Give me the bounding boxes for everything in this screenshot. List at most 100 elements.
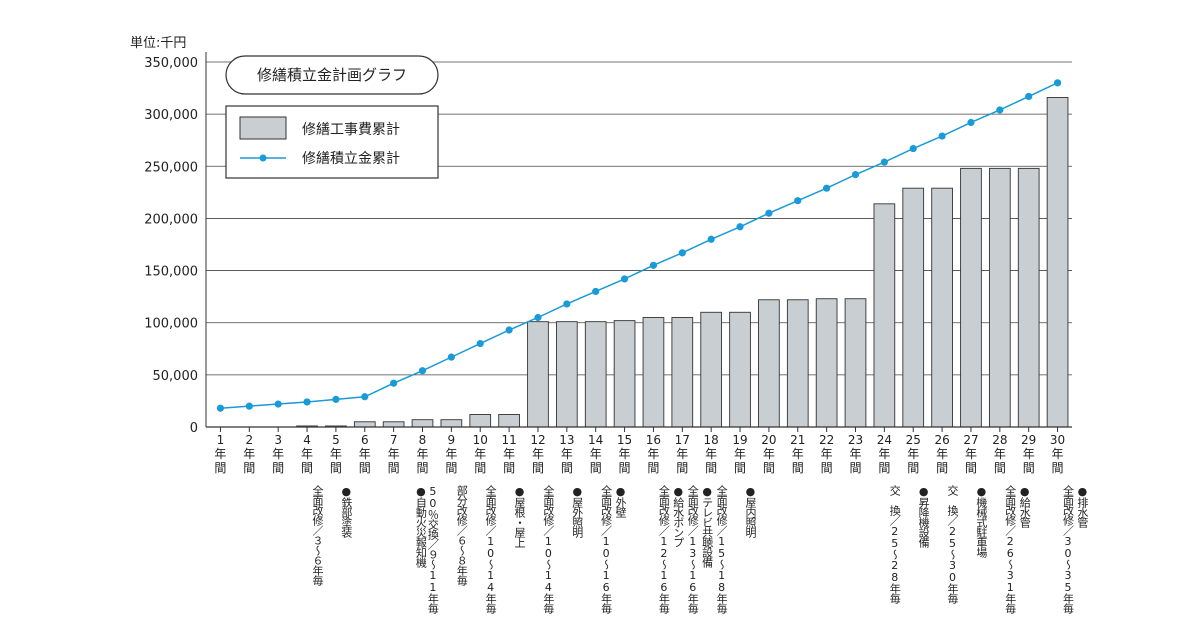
- note-layer: 全面改修／３～６年毎 ●鉄部塗装 50％交換／９～11年毎●自動火災報知機 部分改修／…: [311, 484, 1089, 615]
- legend: 修繕工事費累計 修繕積立金累計: [225, 105, 439, 179]
- bar: [988, 167, 1011, 428]
- x-tick-label: 3 年間: [272, 433, 284, 475]
- bar: [758, 299, 780, 428]
- maintenance-note: ●屋外照明: [571, 485, 584, 539]
- maintenance-note: ●給水ポンプ: [672, 485, 685, 548]
- series-point: [534, 313, 542, 322]
- series-point: [880, 158, 888, 166]
- maintenance-note: ●昇降機設備: [917, 485, 930, 549]
- x-tick-label: 17 年間: [675, 433, 690, 475]
- maintenance-note: 全面改修／10～14年毎: [484, 484, 497, 615]
- series-point: [332, 395, 340, 403]
- bar: [815, 298, 838, 428]
- maintenance-note: 全面改修／30～35年毎: [1062, 484, 1075, 615]
- maintenance-note: 50％交換／９～11年毎: [426, 485, 439, 615]
- maintenance-note: 部分改修／６～８年毎: [455, 484, 468, 587]
- series-point: [274, 400, 282, 408]
- maintenance-note: ●自動火災報知機: [414, 485, 427, 569]
- bar: [902, 187, 925, 428]
- series-point: [447, 353, 455, 361]
- x-tick-label: 24 年間: [877, 433, 892, 475]
- bar: [931, 187, 953, 428]
- maintenance-note: ●排水管: [1076, 485, 1089, 529]
- y-tick-label: 50,000: [153, 369, 199, 384]
- series-point: [620, 275, 629, 283]
- maintenance-note: 全面改修／13～16年毎: [686, 484, 699, 615]
- series-point: [563, 300, 571, 308]
- series-point: [794, 197, 802, 205]
- x-tick-label: 12 年間: [530, 433, 545, 475]
- x-tick-label: 1 年間: [214, 433, 226, 475]
- bar: [844, 298, 867, 428]
- x-tick-label: 6 年間: [359, 433, 371, 475]
- x-tick-label: 8 年間: [416, 433, 428, 475]
- series-point: [1053, 79, 1062, 87]
- bar: [469, 414, 492, 428]
- x-tick-label: 19 年間: [732, 433, 747, 475]
- x-tick-label: 5 年間: [330, 433, 342, 475]
- maintenance-note: 全面改修／15～18年毎: [715, 484, 728, 615]
- series-point: [765, 209, 773, 217]
- x-tick-label: 26 年間: [934, 433, 949, 475]
- y-tick-label: 150,000: [144, 265, 198, 280]
- series-point: [707, 235, 715, 243]
- axis-layer: [205, 52, 1072, 432]
- maintenance-note: 全面改修／10～14年毎: [542, 484, 555, 615]
- bar: [382, 421, 405, 428]
- legend-swatch-marker: [259, 154, 267, 162]
- series-point: [361, 393, 369, 401]
- bar: [584, 321, 607, 428]
- series-line: [220, 82, 1058, 409]
- bar: [642, 317, 665, 428]
- legend-swatch-bar: [239, 116, 287, 140]
- x-tick-label: 11 年間: [501, 433, 516, 475]
- series-point: [303, 398, 311, 406]
- bar: [440, 419, 463, 428]
- x-tick-label: 22 年間: [819, 433, 834, 475]
- x-tick-label: 10 年間: [473, 433, 488, 475]
- series-point: [592, 287, 600, 296]
- maintenance-note: 交 換／25～28年毎: [888, 484, 901, 605]
- line-layer: [216, 79, 1062, 412]
- bar: [1046, 97, 1069, 428]
- series-point: [823, 184, 831, 192]
- series-point: [418, 367, 427, 375]
- legend-label-bar: 修繕工事費累計: [302, 122, 400, 138]
- series-point: [245, 402, 253, 410]
- maintenance-note: ●鉄部塗装: [340, 485, 353, 539]
- x-tick-label: 2 年間: [243, 433, 255, 475]
- bar: [498, 414, 520, 428]
- x-tick-label: 7 年間: [388, 433, 400, 475]
- maintenance-note: 全面改修／12～16年毎: [657, 484, 670, 615]
- x-tick-label: 14 年間: [588, 433, 603, 475]
- series-point: [678, 249, 686, 257]
- maintenance-note: ●屋内照明: [744, 485, 757, 539]
- x-tick-label: 28 年間: [992, 433, 1007, 475]
- maintenance-note: ●屋根・屋上: [513, 485, 526, 547]
- x-tick-label: 16 年間: [646, 433, 661, 475]
- series-point: [909, 144, 917, 153]
- x-tick-label: 18 年間: [704, 433, 719, 475]
- x-tick-label: 13 年間: [559, 433, 574, 475]
- x-tick-label: 9 年間: [445, 433, 457, 475]
- series-point: [216, 404, 225, 412]
- y-tick-label: 350,000: [144, 56, 198, 71]
- maintenance-note: ●給水管: [1018, 485, 1031, 529]
- maintenance-note: 交 換／25～30年毎: [946, 484, 959, 605]
- maintenance-note: 全面改修／26～31年毎: [1004, 484, 1017, 615]
- x-tick-label: 23 年間: [848, 433, 863, 475]
- bar: [353, 421, 376, 428]
- bar: [555, 321, 578, 428]
- series-point: [851, 171, 860, 179]
- maintenance-note: 全面改修／３～６年毎: [311, 484, 324, 587]
- series-point: [505, 326, 513, 334]
- series-point: [996, 106, 1004, 114]
- y-tick-label: 100,000: [144, 317, 198, 332]
- label-layer: 0 50,000 100,000 150,000 200,000 250,000 300,0…: [144, 56, 1065, 475]
- x-tick-label: 30 年間: [1050, 433, 1065, 475]
- y-tick-label: 200,000: [144, 212, 198, 227]
- x-tick-label: 21 年間: [790, 433, 805, 475]
- series-point: [938, 132, 946, 140]
- x-tick-label: 4 年間: [301, 433, 313, 475]
- unit-label: 単位:千円: [130, 35, 186, 51]
